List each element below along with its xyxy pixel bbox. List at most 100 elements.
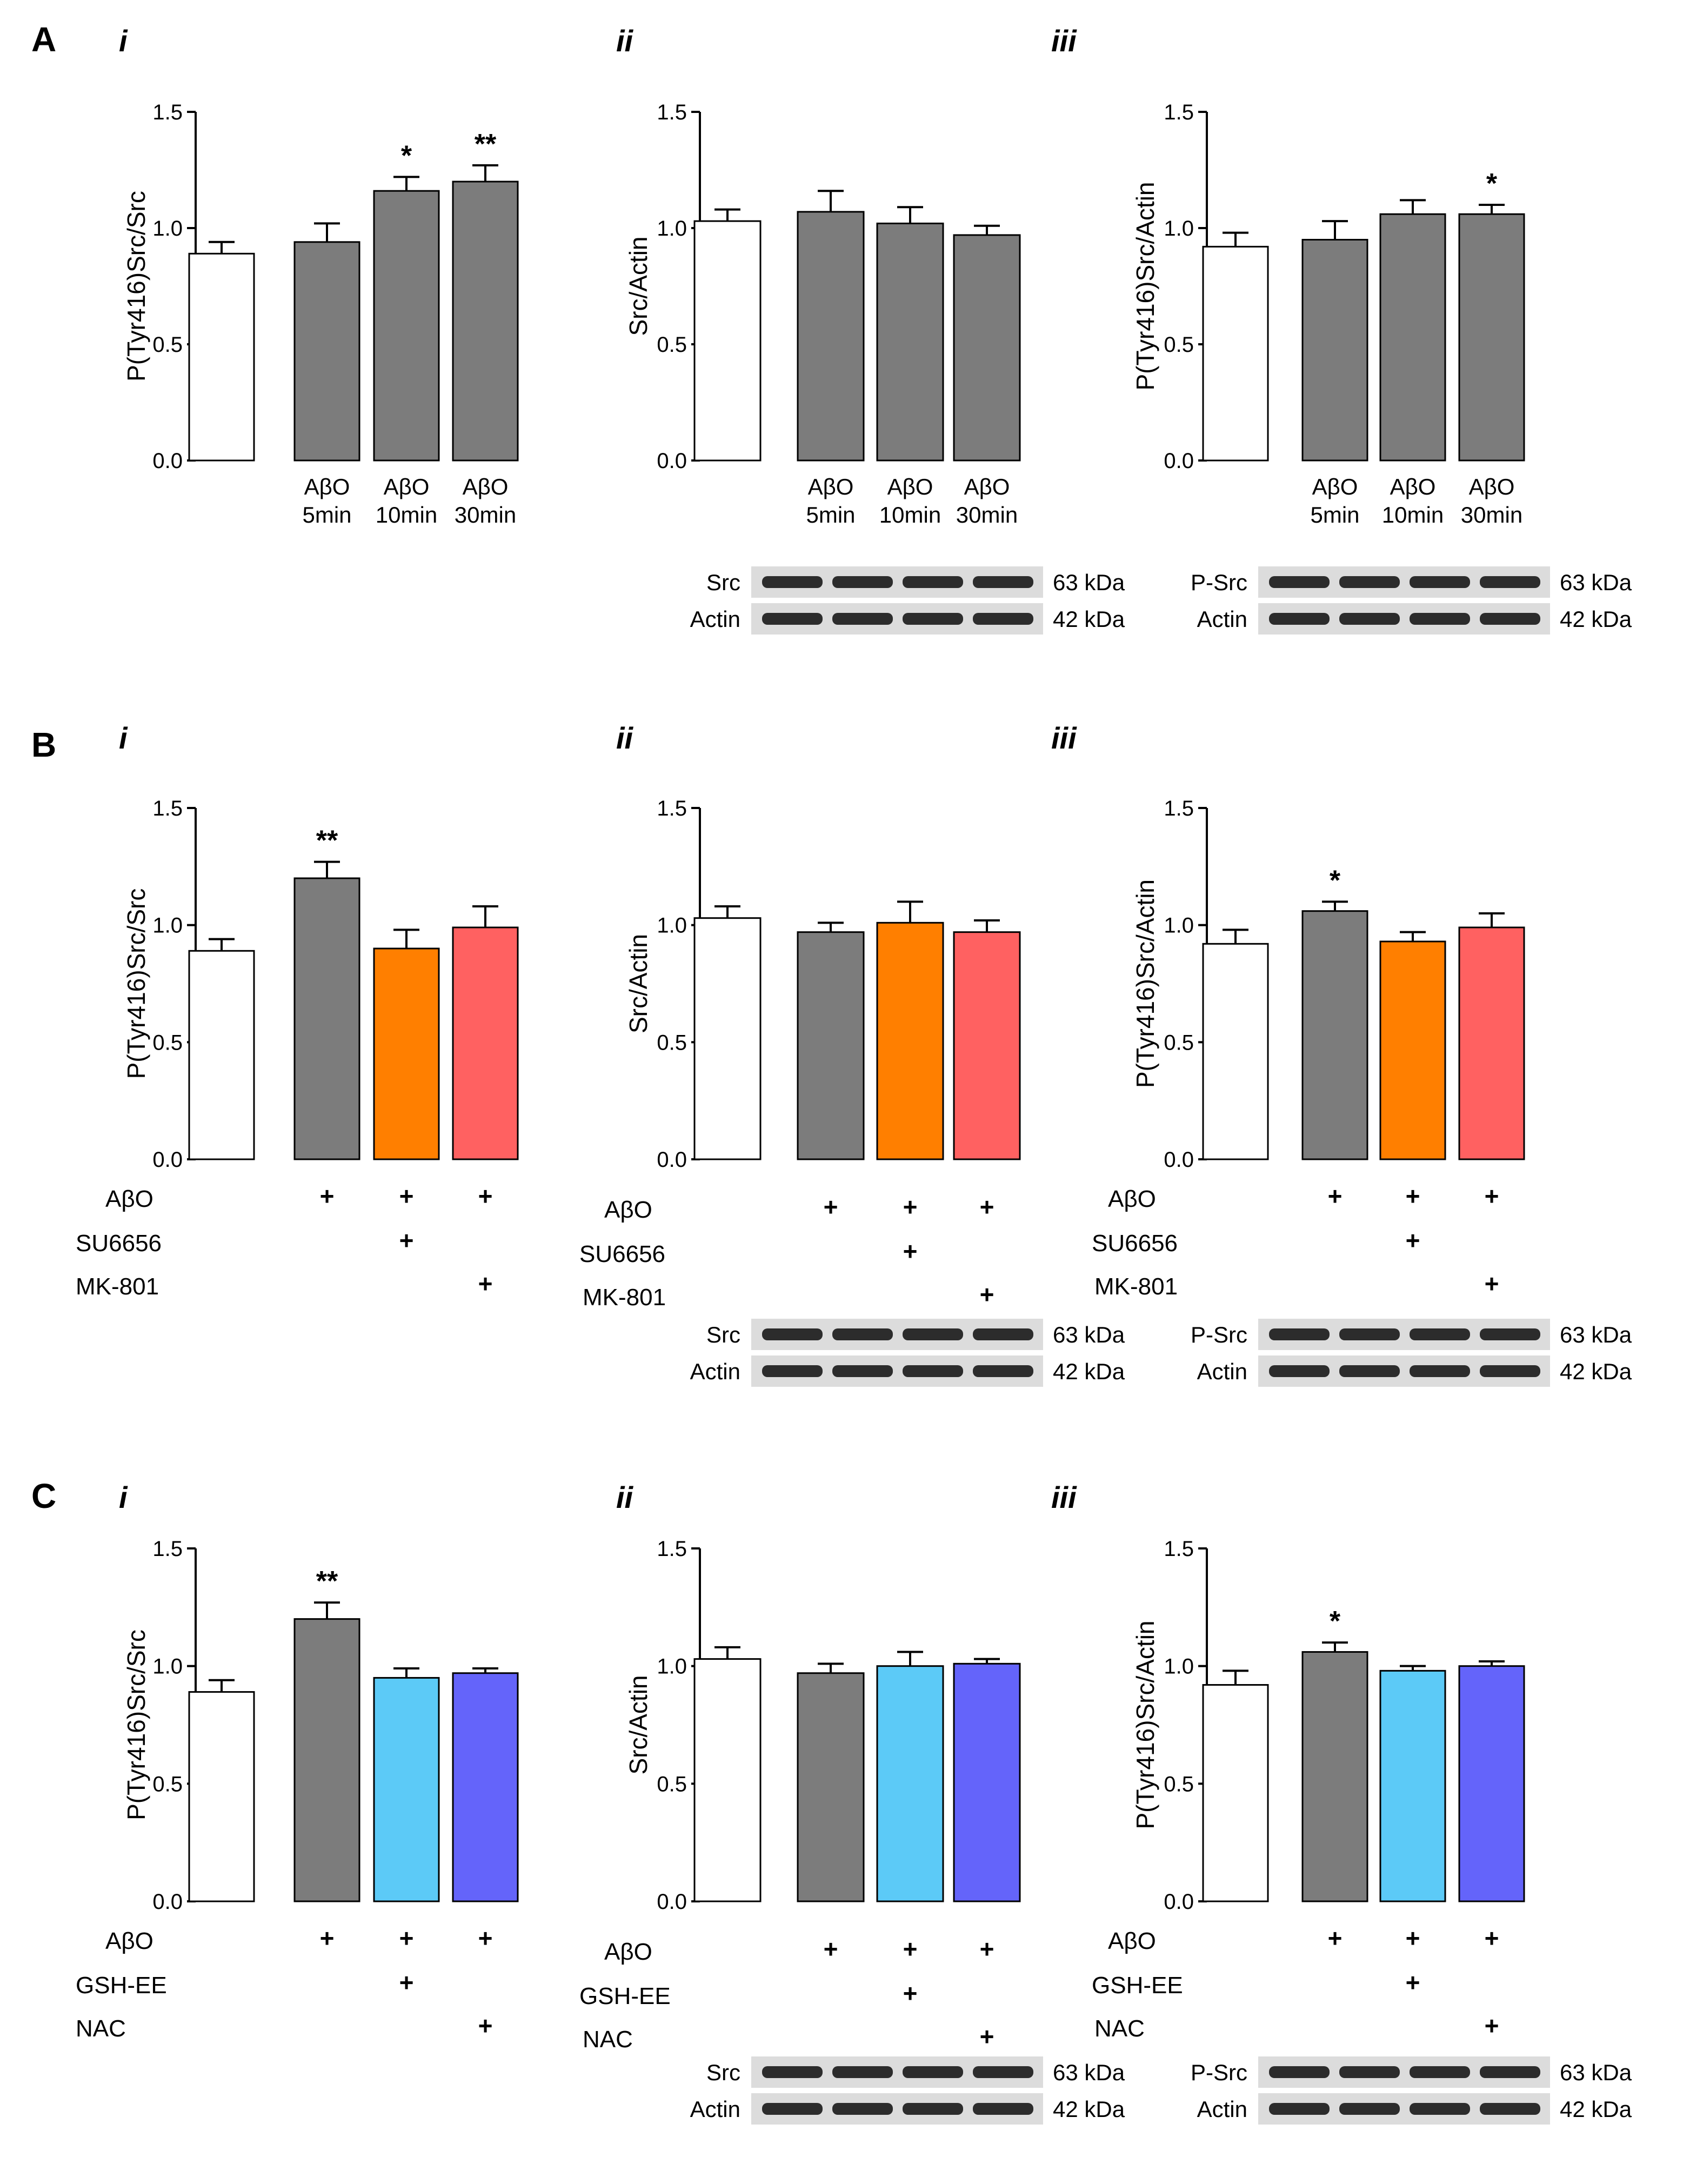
- blot-band: [1410, 1328, 1470, 1340]
- blot-band: [973, 613, 1033, 625]
- blot-band: [832, 2066, 893, 2078]
- y-tick-label: 1.0: [657, 1655, 687, 1679]
- significance-mark: *: [1486, 168, 1498, 199]
- significance-mark: **: [475, 129, 497, 160]
- blot-band: [832, 2103, 893, 2115]
- y-tick-label: 1.0: [1164, 914, 1194, 938]
- plus-sign: +: [980, 1280, 994, 1308]
- panel-letter-A: A: [31, 20, 56, 59]
- blot-band: [832, 1365, 893, 1377]
- plus-sign: +: [980, 2022, 994, 2051]
- plus-sign: +: [1485, 2012, 1499, 2040]
- plus-sign: +: [478, 2012, 493, 2040]
- sub-label: ii: [616, 24, 634, 58]
- plus-sign: +: [1328, 1182, 1343, 1210]
- y-axis-label: Src/Actin: [624, 236, 652, 336]
- bar: [1458, 926, 1525, 1160]
- plus-sign: +: [903, 1935, 918, 1963]
- treatment-row-label: AβO: [604, 1197, 652, 1223]
- bar: [452, 181, 519, 462]
- blot-label: Actin: [1197, 2096, 1247, 2122]
- y-tick-label: 1.5: [1164, 101, 1194, 124]
- blot-label: Src: [706, 570, 740, 595]
- y-axis-label: P(Tyr416)Src/Src: [122, 191, 150, 382]
- plus-sign: +: [980, 1193, 994, 1221]
- bar: [693, 220, 762, 462]
- bar: [797, 211, 865, 462]
- y-tick-label: 0.5: [152, 333, 183, 357]
- sub-label: iii: [1051, 1480, 1077, 1514]
- blot-band: [973, 2066, 1033, 2078]
- blot-band: [903, 1328, 963, 1340]
- blot-band: [1410, 613, 1470, 625]
- y-tick-label: 1.0: [152, 914, 183, 938]
- chart-B-ii: 0.0 0.5 1.0 1.5 Src/Actin: [624, 797, 1021, 1172]
- chart-C-i: 0.0 0.5 1.0 1.5 P(Tyr416)Src/Src **: [122, 1537, 519, 1914]
- y-tick-label: 1.5: [152, 101, 183, 124]
- blot-band: [1339, 576, 1400, 588]
- plus-sign: +: [1485, 1270, 1499, 1298]
- blot-kda: 63 kDa: [1560, 570, 1632, 595]
- blot-band: [832, 576, 893, 588]
- bar: [452, 926, 519, 1160]
- blot-band: [1480, 613, 1540, 625]
- plus-sign: +: [1406, 1182, 1420, 1210]
- significance-mark: *: [401, 140, 412, 171]
- y-tick-label: 1.0: [152, 217, 183, 241]
- plus-sign: +: [399, 1226, 414, 1254]
- y-tick-label: 0.5: [1164, 333, 1194, 357]
- y-tick-label: 1.0: [1164, 1655, 1194, 1679]
- plus-sign: +: [399, 1182, 414, 1210]
- y-axis-label: P(Tyr416)Src/Actin: [1131, 182, 1159, 391]
- sub-label: i: [119, 24, 128, 58]
- blot-band: [762, 1328, 823, 1340]
- bar: [188, 1691, 255, 1902]
- blot-kda: 42 kDa: [1053, 2096, 1125, 2122]
- blot-band: [762, 1365, 823, 1377]
- chart-C-ii: 0.0 0.5 1.0 1.5 Src/Actin: [624, 1537, 1021, 1914]
- chart-A-ii: 0.0 0.5 1.0 1.5 Src/Actin AβO 5min AβO 10min AβO 3…: [624, 101, 1021, 527]
- y-tick-label: 1.0: [657, 217, 687, 241]
- blot-band: [1269, 576, 1330, 588]
- bar: [797, 931, 865, 1160]
- blot-kda: 42 kDa: [1560, 2096, 1632, 2122]
- plus-sign: +: [320, 1924, 335, 1952]
- treatment-row-label: NAC: [76, 2015, 126, 2042]
- bar: [1379, 213, 1446, 462]
- blot-band: [1339, 2103, 1400, 2115]
- blot-band: [1339, 1365, 1400, 1377]
- treatment-row-label: MK-801: [1094, 1273, 1178, 1300]
- treatment-row-label: GSH-EE: [1092, 1972, 1183, 1999]
- plus-sign: +: [903, 1237, 918, 1265]
- blot-band: [762, 2103, 823, 2115]
- bar: [373, 190, 440, 462]
- blot-kda: 63 kDa: [1053, 2060, 1125, 2085]
- blot-band: [1269, 2066, 1330, 2078]
- blot-kda: 42 kDa: [1053, 1359, 1125, 1384]
- panel-letter-C: C: [31, 1477, 56, 1515]
- y-tick-label: 0.5: [657, 1772, 687, 1796]
- blot-band: [832, 613, 893, 625]
- plus-sign: +: [1406, 1968, 1420, 1996]
- blot-band: [1480, 2066, 1540, 2078]
- plus-sign: +: [478, 1924, 493, 1952]
- significance-mark: **: [316, 825, 338, 857]
- blot-band: [1269, 1365, 1330, 1377]
- blot-band: [973, 1328, 1033, 1340]
- blot-kda: 42 kDa: [1560, 1359, 1632, 1384]
- sub-label: ii: [616, 721, 634, 755]
- category-label: AβO 30min: [1461, 474, 1522, 527]
- y-axis-label: P(Tyr416)Src/Actin: [1131, 1621, 1159, 1829]
- plus-sign: +: [320, 1182, 335, 1210]
- treatment-row-label: AβO: [105, 1186, 153, 1212]
- y-axis-label: P(Tyr416)Src/Actin: [1131, 879, 1159, 1088]
- plus-sign: +: [399, 1924, 414, 1952]
- bar: [293, 877, 360, 1160]
- category-label: AβO 10min: [376, 474, 437, 527]
- bar: [373, 1677, 440, 1902]
- significance-mark: **: [316, 1566, 338, 1597]
- panel-letter-B: B: [31, 725, 56, 764]
- category-label: AβO 10min: [1382, 474, 1444, 527]
